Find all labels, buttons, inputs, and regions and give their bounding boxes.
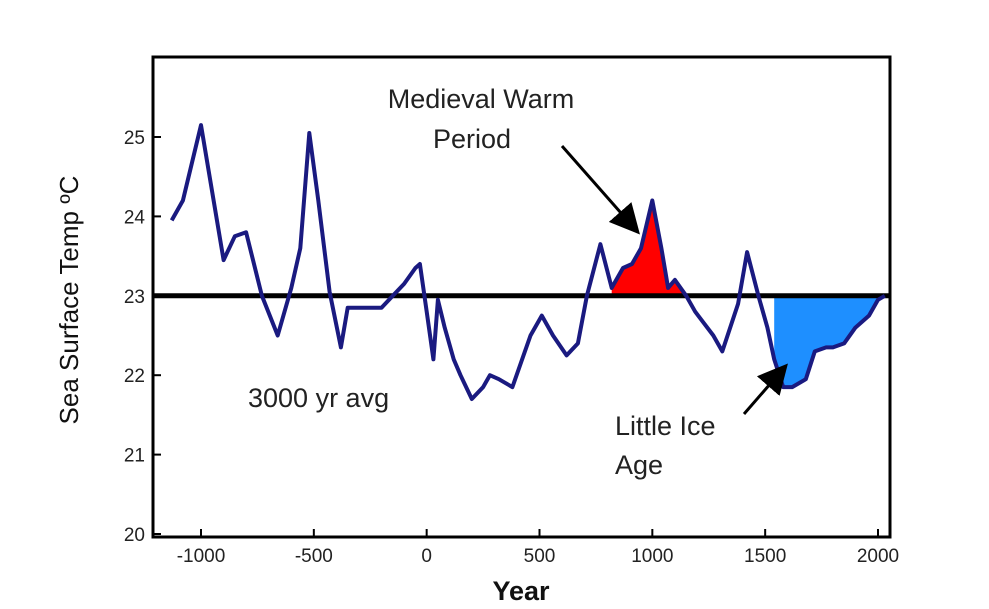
y-tick-label: 22 — [124, 366, 145, 387]
x-tick-label: 0 — [421, 546, 432, 567]
y-tick-label: 23 — [124, 287, 145, 308]
little-ice-age-fill — [774, 295, 885, 388]
y-tick-label: 21 — [124, 446, 145, 467]
y-ticks: 20 21 22 23 24 25 — [124, 128, 161, 546]
medieval-warm-arrow — [560, 145, 640, 235]
little-ice-age-label-line2: Age — [615, 450, 663, 480]
y-tick-label: 24 — [124, 207, 146, 228]
temperature-line — [169, 123, 886, 401]
x-axis-title: Year — [492, 576, 550, 606]
reference-line-label: 3000 yr avg — [248, 383, 389, 413]
shaded-regions — [611, 200, 885, 388]
little-ice-age-arrow — [742, 363, 788, 415]
y-axis-title: Sea Surface Temp ºC — [54, 176, 84, 425]
little-ice-age-label-line1: Little Ice — [615, 411, 716, 441]
medieval-warm-label-line2: Period — [433, 124, 511, 154]
medieval-warm-label-line1: Medieval Warm — [388, 84, 575, 114]
x-tick-label: 1000 — [631, 546, 673, 567]
x-tick-label: -500 — [295, 546, 333, 567]
x-tick-label: 500 — [524, 546, 556, 567]
x-ticks: -1000 -500 0 500 1000 1500 2000 — [177, 529, 899, 567]
medieval-warm-fill — [611, 200, 696, 296]
y-tick-label: 20 — [124, 525, 145, 546]
x-tick-label: 2000 — [857, 546, 899, 567]
x-tick-label: -1000 — [177, 546, 226, 567]
y-tick-label: 25 — [124, 128, 145, 149]
x-tick-label: 1500 — [744, 546, 786, 567]
